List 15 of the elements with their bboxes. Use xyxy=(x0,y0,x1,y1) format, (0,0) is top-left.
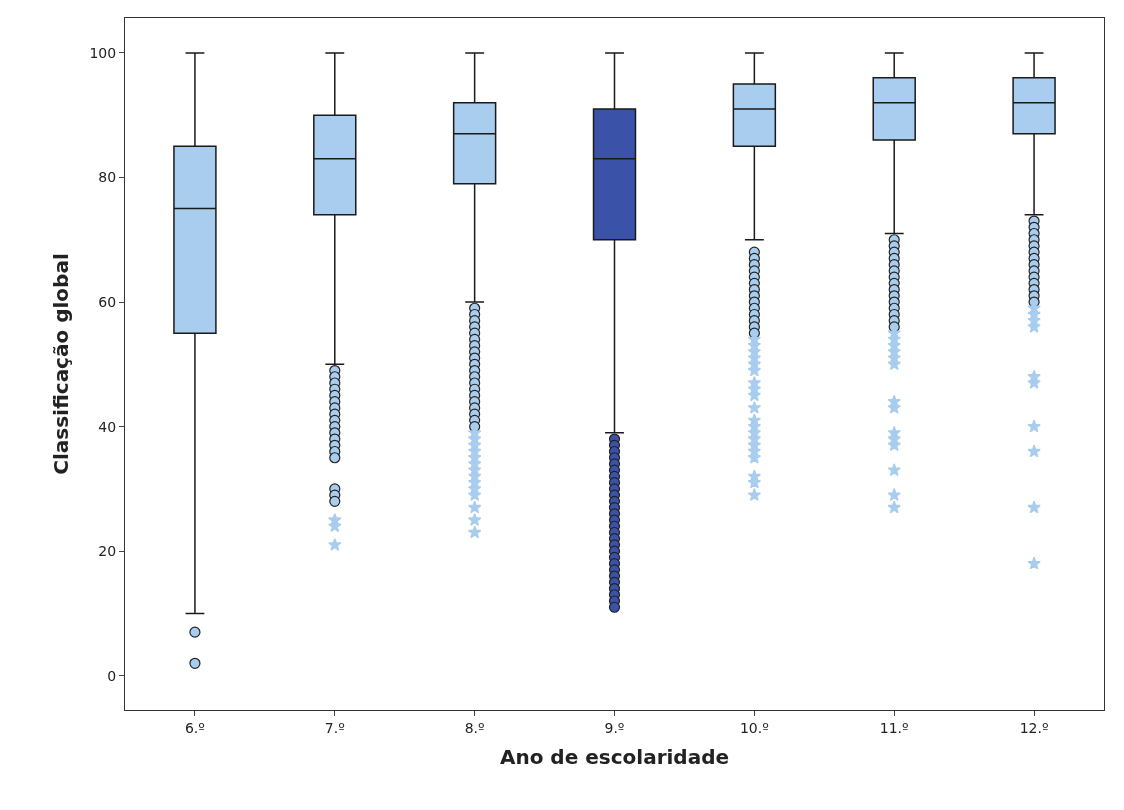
y-tick-label: 80 xyxy=(98,169,117,186)
y-tick-label: 60 xyxy=(98,293,117,310)
y-tick-label: 20 xyxy=(98,543,117,560)
x-tick-label: 8.º xyxy=(464,719,485,736)
x-tick-label: 9.º xyxy=(604,719,625,736)
x-tick-label: 6.º xyxy=(184,719,205,736)
y-tick-label: 0 xyxy=(107,667,117,684)
y-axis-title: Classificação global xyxy=(48,253,73,475)
x-tick-label: 7.º xyxy=(324,719,345,736)
y-tick-label: 100 xyxy=(89,44,117,61)
y-tick-label: 40 xyxy=(98,418,117,435)
x-axis-title: Ano de escolaridade xyxy=(499,745,730,770)
x-tick-label: 12.º xyxy=(1019,719,1049,736)
x-tick-label: 11.º xyxy=(879,719,909,736)
x-tick-label: 10.º xyxy=(739,719,769,736)
